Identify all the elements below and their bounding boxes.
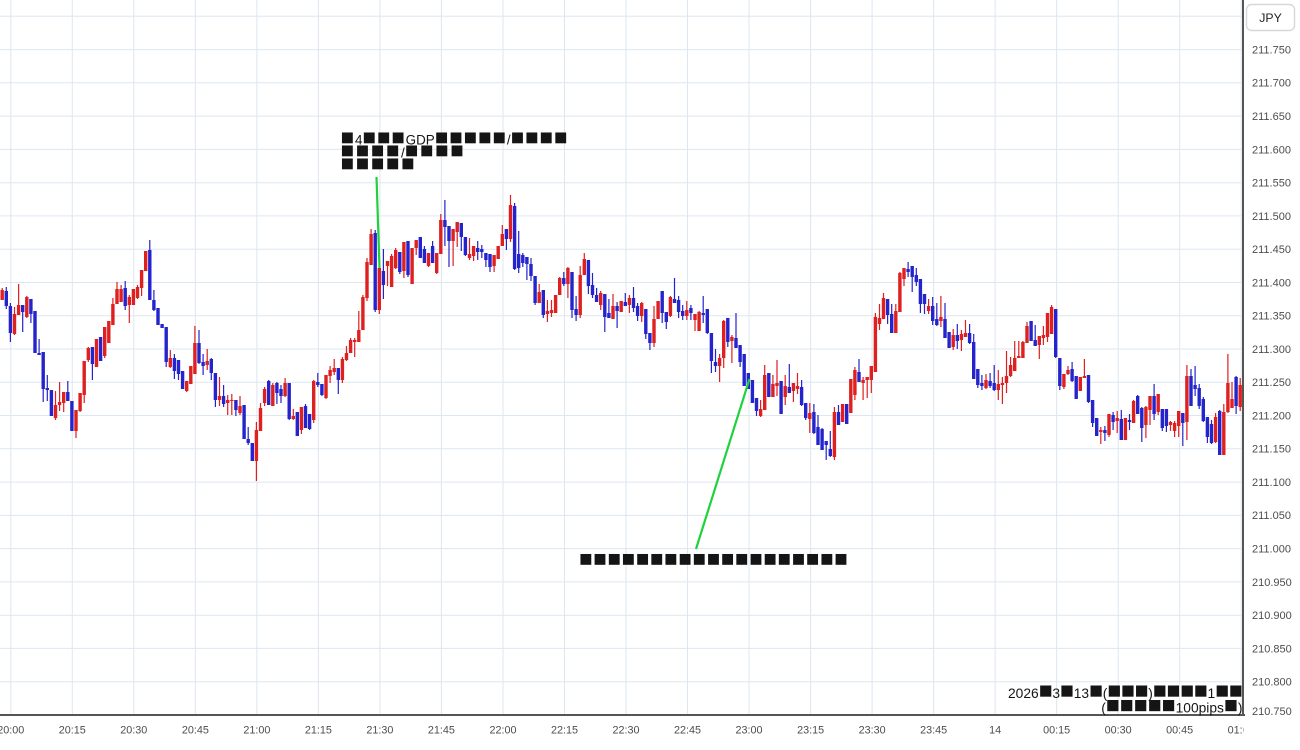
svg-text:211.300: 211.300 [1252, 344, 1291, 356]
svg-text:14: 14 [989, 725, 1001, 737]
svg-text:21:45: 21:45 [428, 725, 455, 737]
svg-text:23:00: 23:00 [735, 725, 762, 737]
svg-text:00:15: 00:15 [1043, 725, 1070, 737]
svg-text:20:45: 20:45 [182, 725, 209, 737]
svg-text:210.950: 210.950 [1252, 577, 1292, 589]
svg-text:210.850: 210.850 [1252, 643, 1292, 655]
svg-text:211.500: 211.500 [1252, 211, 1291, 223]
svg-text:211.200: 211.200 [1252, 410, 1291, 422]
svg-text:211.400: 211.400 [1252, 277, 1291, 289]
svg-text:210.900: 210.900 [1252, 610, 1292, 622]
svg-text:211.700: 211.700 [1252, 78, 1291, 90]
svg-text:■■■■■: ■■■■■ [341, 151, 417, 176]
svg-text:23:45: 23:45 [920, 725, 947, 737]
svg-text:01:00: 01:00 [1228, 725, 1255, 737]
svg-text:210.800: 210.800 [1252, 677, 1292, 689]
svg-text:20:15: 20:15 [59, 725, 86, 737]
svg-text:22:00: 22:00 [489, 725, 516, 737]
svg-text:22:30: 22:30 [612, 725, 639, 737]
svg-text:22:45: 22:45 [674, 725, 701, 737]
svg-text:00:45: 00:45 [1166, 725, 1193, 737]
svg-text:211.100: 211.100 [1252, 477, 1291, 489]
svg-text:210.750: 210.750 [1252, 706, 1292, 718]
svg-text:211.350: 211.350 [1252, 311, 1291, 323]
svg-text:23:15: 23:15 [797, 725, 824, 737]
svg-text:211.750: 211.750 [1252, 45, 1291, 57]
svg-text:20:00: 20:00 [0, 725, 24, 737]
svg-text:■4■■■GDP■■■■■/■■■■: ■4■■■GDP■■■■■/■■■■ [341, 125, 569, 150]
svg-text:211.000: 211.000 [1252, 544, 1291, 556]
svg-text:21:15: 21:15 [305, 725, 332, 737]
svg-text:211.150: 211.150 [1252, 444, 1291, 456]
svg-text:(■■■■■100pips■): (■■■■■100pips■) [1101, 692, 1242, 718]
svg-text:2026■3■13■(■■■)■■■■1■■: 2026■3■13■(■■■)■■■■1■■ [1008, 677, 1243, 703]
svg-text:211.450: 211.450 [1252, 244, 1291, 256]
svg-text:211.050: 211.050 [1252, 510, 1291, 522]
svg-text:211.550: 211.550 [1252, 178, 1291, 190]
svg-text:211.250: 211.250 [1252, 377, 1291, 389]
svg-text:211.600: 211.600 [1252, 144, 1291, 156]
svg-text:23:30: 23:30 [859, 725, 886, 737]
svg-text:■■■■■■■■■■■■■■■■■■■: ■■■■■■■■■■■■■■■■■■■ [579, 546, 848, 571]
svg-text:21:00: 21:00 [243, 725, 270, 737]
svg-text:22:15: 22:15 [551, 725, 578, 737]
svg-text:00:30: 00:30 [1105, 725, 1132, 737]
svg-text:20:30: 20:30 [120, 725, 147, 737]
svg-text:211.650: 211.650 [1252, 111, 1291, 123]
svg-text:■■■■/■■■■: ■■■■/■■■■ [341, 138, 466, 163]
svg-text:JPY: JPY [1259, 11, 1282, 25]
svg-text:21:30: 21:30 [366, 725, 393, 737]
